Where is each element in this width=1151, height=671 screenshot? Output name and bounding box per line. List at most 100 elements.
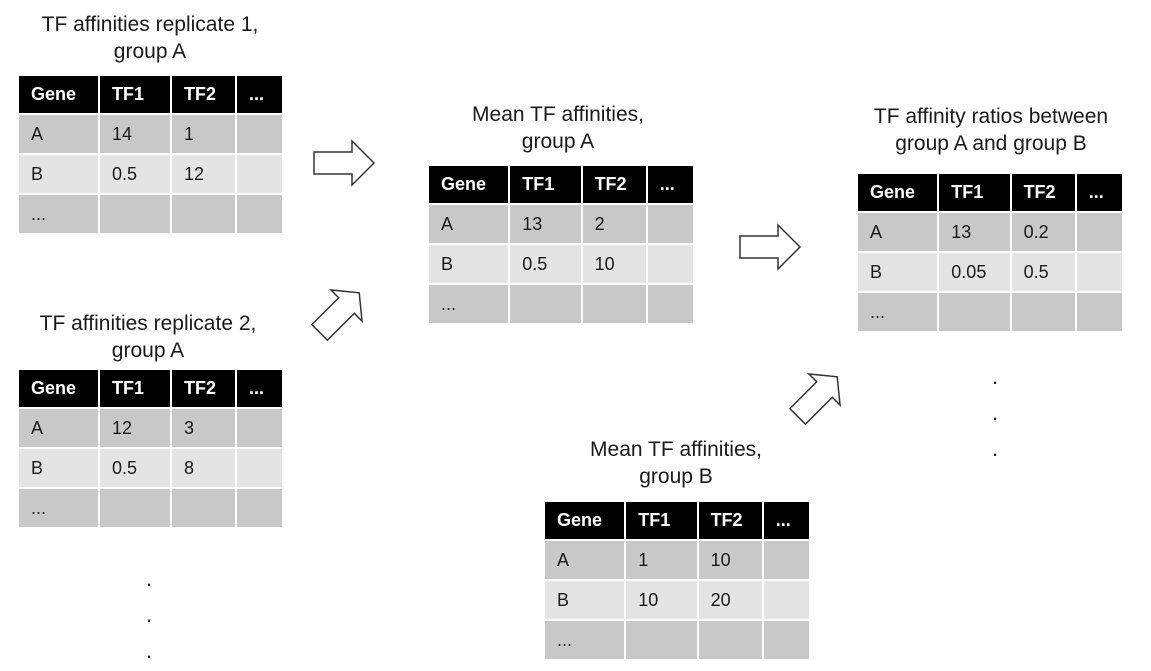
column-header: Gene [19,76,100,115]
table-row: ... [19,194,282,235]
table-cell [938,292,1012,333]
table-row: B 0.5 10 [429,244,693,285]
table-cell [1075,252,1122,293]
table-cell: ... [858,292,940,333]
column-header: TF2 [171,76,237,115]
table-cell [99,488,172,529]
affinity-table-rep2: Gene TF1 TF2... A 12 3 B 0.5 8... [19,370,282,529]
table-cell: 10 [697,540,764,581]
column-header: ... [236,76,282,115]
table-cell: 2 [581,204,648,245]
column-header: ... [646,166,693,205]
column-header: TF1 [625,502,699,541]
table-row: A 12 3 [19,408,282,449]
table-cell [625,620,699,661]
table-cell: B [858,252,940,293]
table-cell: 13 [938,212,1012,253]
table-cell: A [545,540,627,581]
table-cell: 0.5 [99,154,172,195]
table-cell: ... [545,620,627,661]
table-cell: A [429,204,511,245]
column-header: TF1 [509,166,583,205]
table-cell [236,114,282,155]
table-cell: 10 [625,580,699,621]
arrow-right-icon [313,139,376,187]
table-cell: 1 [171,114,237,155]
column-header: Gene [19,370,100,409]
table-cell: ... [19,194,100,235]
table-row: A 13 0.2 [858,212,1122,253]
table-cell [697,620,764,661]
column-header: ... [1075,174,1122,213]
table-cell [236,194,282,235]
table-cell: 0.5 [509,244,583,285]
table-row: ... [19,488,282,529]
affinity-table-mean-b: Gene TF1 TF2... A 1 10 B 10 20... [545,502,809,661]
column-header: TF1 [99,370,172,409]
table-cell: 0.5 [99,448,172,489]
table-cell [99,194,172,235]
affinity-table-mean-a: Gene TF1 TF2... A 13 2 B 0.5 10... [429,166,693,325]
table-cell: 20 [697,580,764,621]
table-cell: ... [429,284,511,325]
table-cell [236,408,282,449]
affinity-table-rep1: Gene TF1 TF2... A 14 1 B 0.5 12... [19,76,282,235]
table-cell [1010,292,1077,333]
table-title-ratio: TF affinity ratios between group A and g… [873,105,1109,155]
table-cell: 8 [171,448,237,489]
table-row: A 13 2 [429,204,693,245]
table-header-row: Gene TF1 TF2... [429,166,693,205]
table-cell [236,488,282,529]
table-cell: B [545,580,627,621]
column-header: ... [762,502,809,541]
table-cell: 0.05 [938,252,1012,293]
arrow-up-right-icon [788,373,841,426]
affinity-table-ratio: Gene TF1 TF2... A 13 0.2 B 0.05 0.5... [858,174,1122,333]
arrow-right-icon [739,223,802,271]
table-cell: 0.2 [1010,212,1077,253]
arrow-up-right-icon [310,289,363,342]
column-header: TF2 [1010,174,1077,213]
table-cell: 13 [509,204,583,245]
table-cell [236,448,282,489]
table-cell [646,204,693,245]
table-cell: 1 [625,540,699,581]
column-header: TF1 [938,174,1012,213]
column-header: TF2 [697,502,764,541]
table-cell: A [19,114,100,155]
table-cell [646,244,693,285]
table-cell [762,540,809,581]
table-cell [762,580,809,621]
table-cell: 12 [171,154,237,195]
table-cell: 10 [581,244,648,285]
vertical-ellipsis-left: . . . [145,566,153,663]
column-header: TF2 [171,370,237,409]
table-cell [1075,292,1122,333]
table-cell: 0.5 [1010,252,1077,293]
table-header-row: Gene TF1 TF2... [545,502,809,541]
table-row: A 1 10 [545,540,809,581]
table-title-rep1: TF affinities replicate 1, group A [41,13,259,63]
table-header-row: Gene TF1 TF2... [19,76,282,115]
table-cell: A [858,212,940,253]
table-cell: 3 [171,408,237,449]
vertical-ellipsis-right: . . . [991,364,999,461]
table-cell [762,620,809,661]
column-header: Gene [429,166,511,205]
table-row: ... [429,284,693,325]
table-cell: B [19,154,100,195]
table-cell [236,154,282,195]
table-row: ... [858,292,1122,333]
table-cell [171,194,237,235]
table-row: ... [545,620,809,661]
table-title-rep2: TF affinities replicate 2, group A [39,312,257,362]
table-row: B 10 20 [545,580,809,621]
table-cell: A [19,408,100,449]
table-row: B 0.5 8 [19,448,282,489]
table-cell: ... [19,488,100,529]
table-cell: 14 [99,114,172,155]
table-header-row: Gene TF1 TF2... [858,174,1122,213]
table-cell [509,284,583,325]
table-cell [646,284,693,325]
table-cell: 12 [99,408,172,449]
